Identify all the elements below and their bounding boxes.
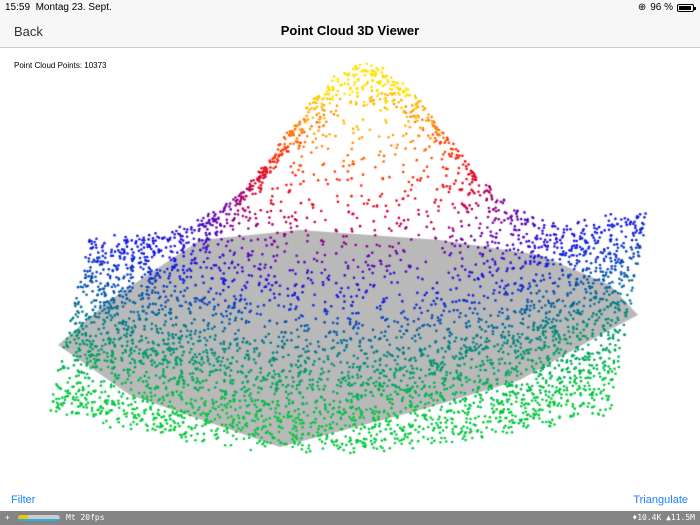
status-time: 15:59 Montag 23. Sept.	[5, 2, 112, 13]
status-bar: 15:59 Montag 23. Sept. ⊕ 96 %	[0, 0, 700, 16]
orientation-lock-icon: ⊕	[637, 2, 647, 13]
perf-plus[interactable]: +	[5, 513, 10, 522]
navigation-bar: Back Point Cloud 3D Viewer	[0, 16, 700, 48]
point-cloud-viewport[interactable]	[0, 49, 700, 489]
filter-button[interactable]: Filter	[11, 494, 36, 506]
point-count-label: Point Cloud Points: 10373	[14, 61, 107, 70]
battery-percent: 96 %	[650, 2, 673, 13]
fps-label: Mt 20fps	[66, 513, 105, 522]
scene-stats: ♦10.4K ▲11.5M	[632, 513, 695, 522]
performance-bar: + Mt 20fps ♦10.4K ▲11.5M	[0, 511, 700, 525]
back-button[interactable]: Back	[14, 24, 43, 39]
triangulate-button[interactable]: Triangulate	[633, 494, 688, 506]
page-title: Point Cloud 3D Viewer	[280, 23, 420, 38]
fps-gauge	[18, 515, 60, 521]
battery-icon	[677, 3, 696, 12]
